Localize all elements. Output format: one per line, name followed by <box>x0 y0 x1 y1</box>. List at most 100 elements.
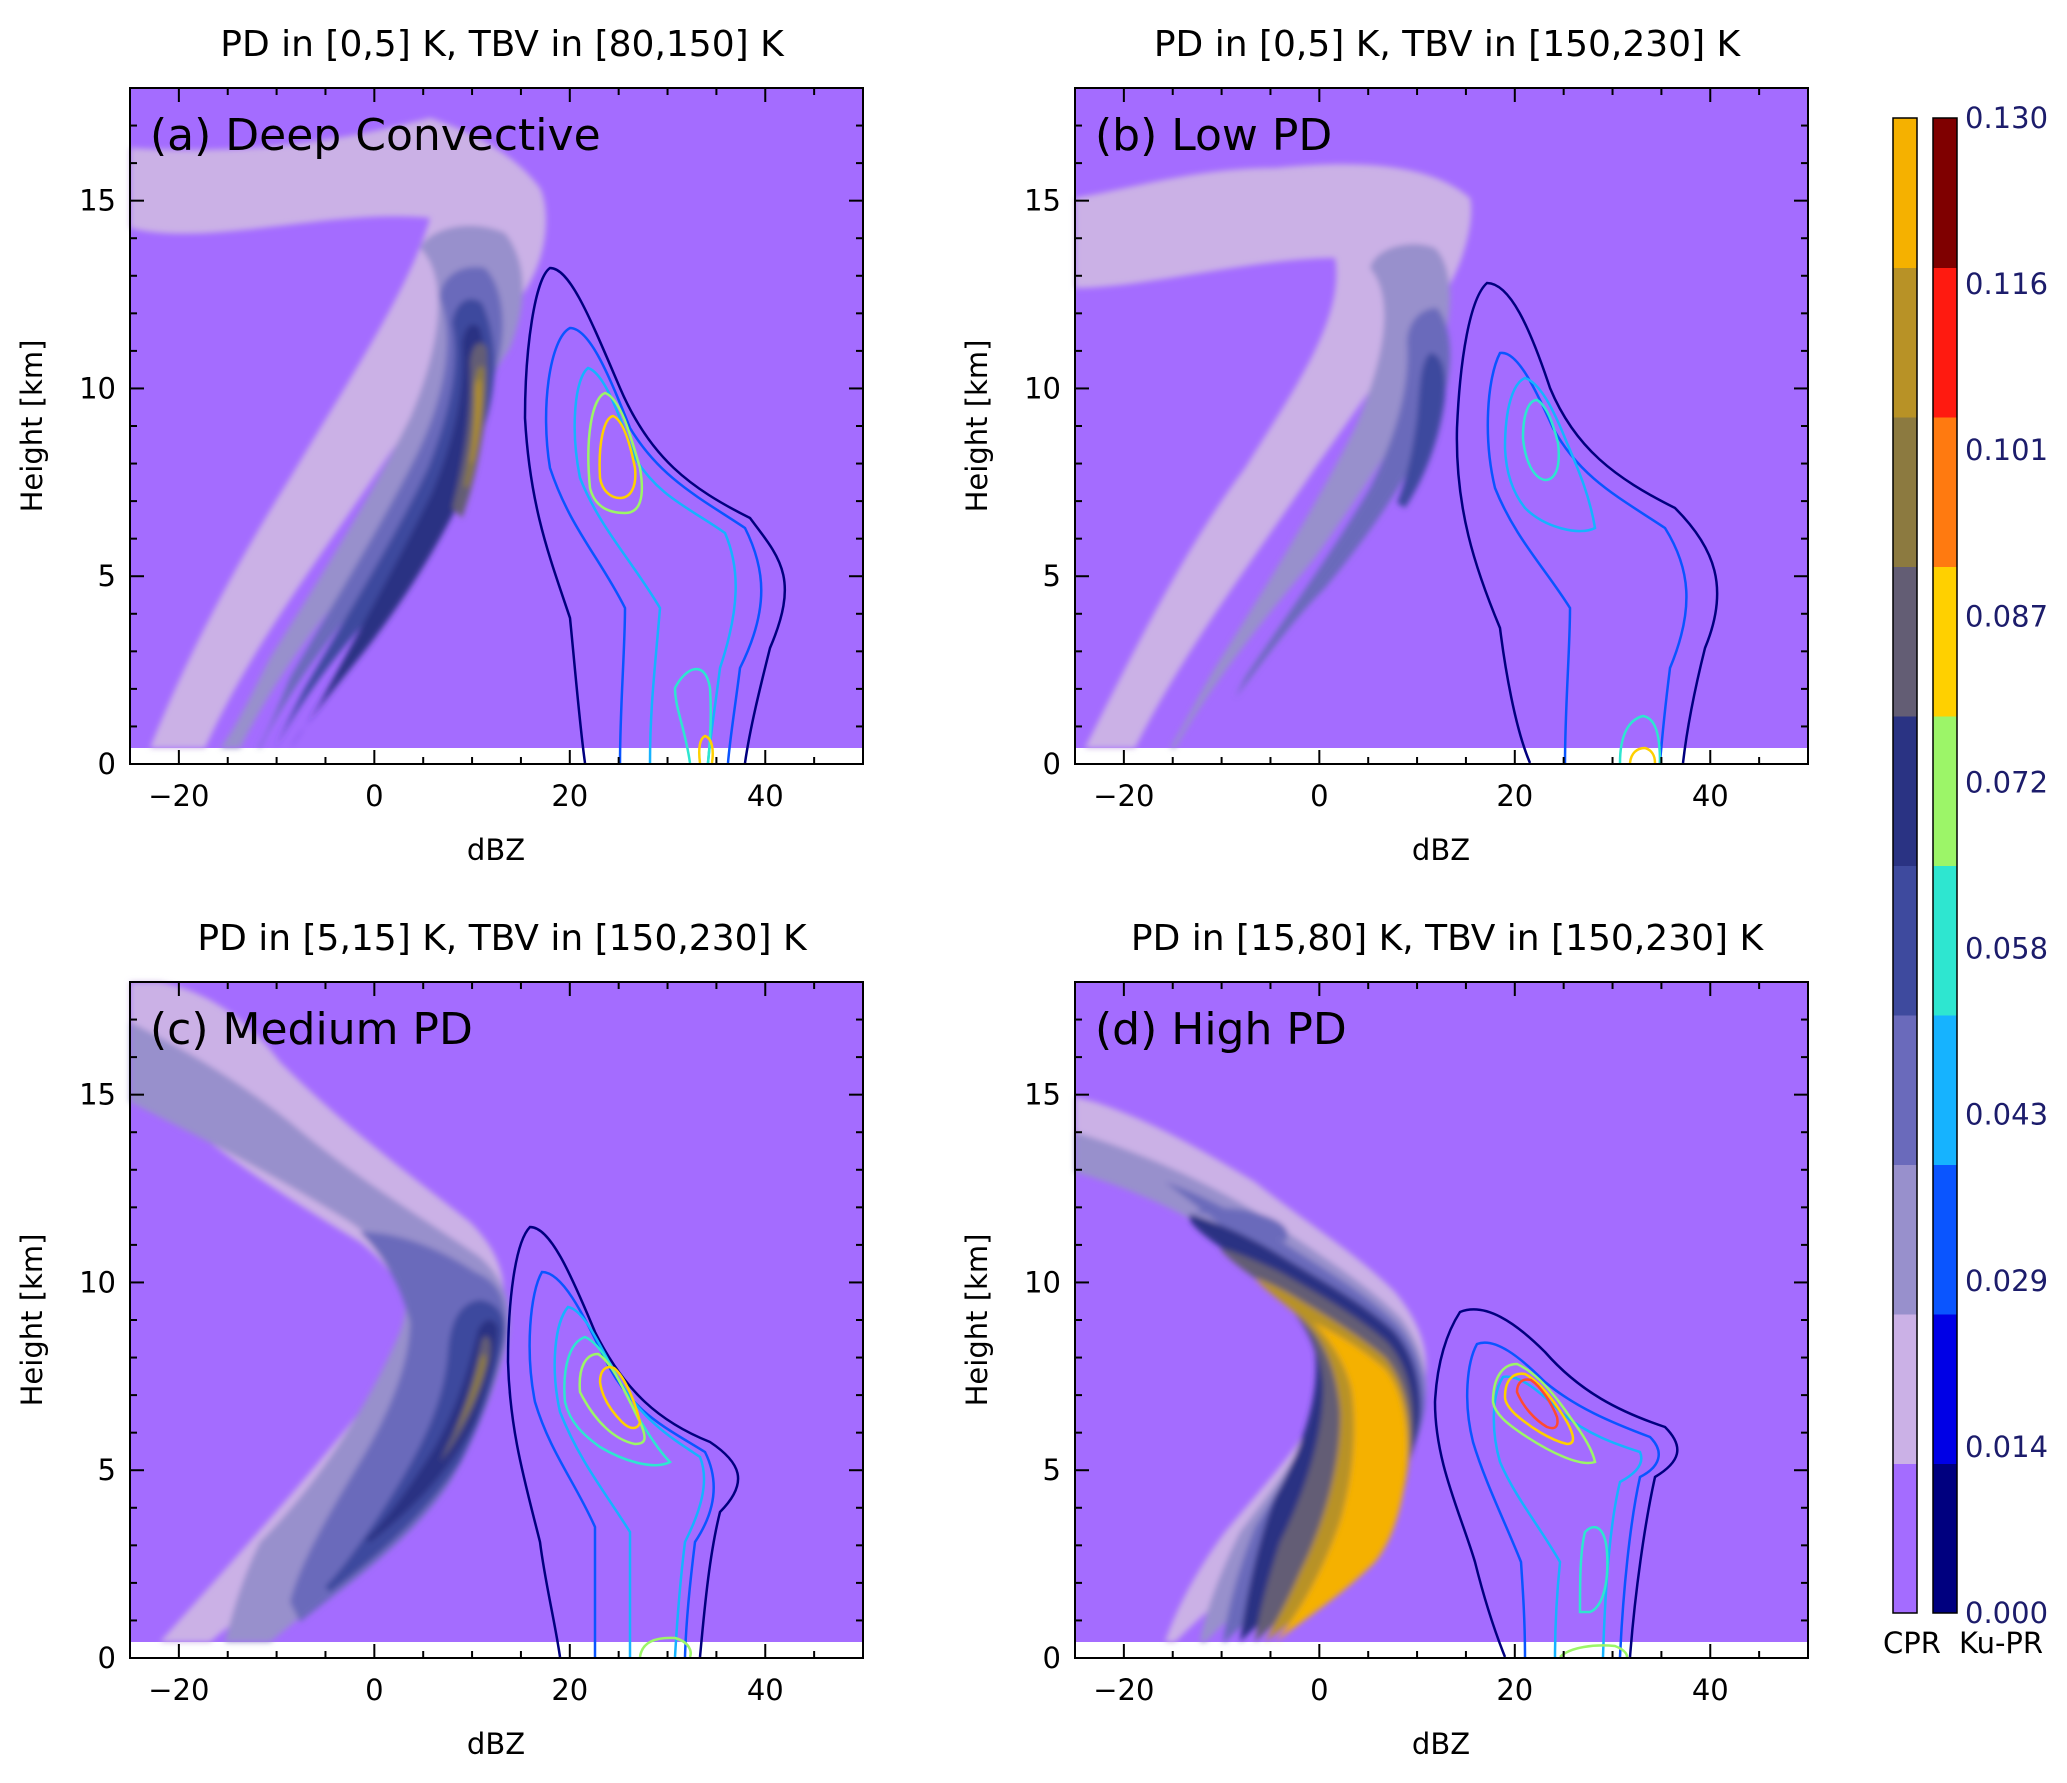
kupr-level-6 <box>1503 1372 1575 1446</box>
cpr-level-8 <box>470 379 481 463</box>
x-tick-label: −20 <box>148 1673 209 1707</box>
panel-a-xlabel: dBZ <box>467 833 525 867</box>
panel-b-cpr-contours <box>1075 164 1472 748</box>
panel-c-title: PD in [5,15] K, TBV in [150,230] K <box>197 918 808 959</box>
y-tick-label: 10 <box>1024 1265 1061 1299</box>
colorbar-kupr-swatch <box>1933 1314 1957 1464</box>
cpr-level-5 <box>290 324 487 748</box>
colorbar-kupr-swatch <box>1933 865 1957 1016</box>
x-tick-label: 40 <box>1692 1673 1729 1707</box>
cpr-level-6 <box>440 1336 491 1462</box>
kupr-level-6 <box>598 1365 642 1430</box>
panel-b-surface-gap <box>1075 748 1808 764</box>
y-tick-label: 15 <box>79 1078 116 1112</box>
kupr-level-6 <box>1628 746 1657 764</box>
panel-c-xticks: −20 0 20 40 <box>129 982 864 1707</box>
panel-b: PD in [0,5] K, TBV in [150,230] K −20 0 20… <box>960 24 1809 867</box>
colorbar-ticks: 0.000 0.014 0.029 0.043 0.058 0.072 0.087 0.101… <box>1965 101 2048 1630</box>
colorbar: 0.000 0.014 0.029 0.043 0.058 0.072 0.087 0.101… <box>1883 101 2048 1660</box>
colorbar-cpr-swatch <box>1893 1164 1917 1315</box>
kupr-level-2 <box>528 1270 715 1658</box>
panel-c-yticks: 0 5 10 15 <box>79 981 863 1675</box>
panel-c-cpr-contours <box>130 982 510 1642</box>
colorbar-kupr-swatch <box>1933 1164 1957 1315</box>
colorbar-tick-label: 0.014 <box>1965 1430 2048 1464</box>
colorbar-cpr-swatch <box>1893 1015 1917 1165</box>
y-tick-label: 5 <box>1043 559 1061 593</box>
kupr-level-1 <box>523 266 786 764</box>
y-tick-label: 5 <box>1043 1453 1061 1487</box>
colorbar-kupr-frame <box>1932 117 1958 1614</box>
panel-a-surface-gap <box>130 748 863 764</box>
panel-a-label: (a) Deep Convective <box>150 110 601 161</box>
cpr-level-1 <box>1075 164 1472 748</box>
panel-d-title: PD in [15,80] K, TBV in [150,230] K <box>1131 918 1765 959</box>
panel-a-cpr-contours <box>130 118 546 748</box>
panel-d-kupr-contours <box>1433 1308 1679 1658</box>
colorbar-kupr <box>1933 118 1957 1614</box>
colorbar-cpr-label: CPR <box>1883 1626 1941 1660</box>
colorbar-kupr-swatch <box>1933 566 1957 717</box>
x-tick-label: 0 <box>365 1673 383 1707</box>
colorbar-cpr-swatch <box>1893 566 1917 717</box>
panel-c-surface-gap <box>130 1642 863 1658</box>
y-tick-label: 5 <box>98 559 116 593</box>
x-tick-label: 40 <box>1692 779 1729 813</box>
colorbar-cpr-swatch <box>1893 1314 1917 1464</box>
cpr-level-3 <box>1165 1182 1426 1642</box>
kupr-level-7 <box>638 1636 692 1658</box>
colorbar-kupr-swatch <box>1933 267 1957 418</box>
panel-a-title: PD in [0,5] K, TBV in [80,150] K <box>220 24 785 65</box>
colorbar-tick-label: 0.101 <box>1965 433 2048 467</box>
kupr-level-5 <box>1491 1362 1597 1465</box>
colorbar-tick-label: 0.087 <box>1965 599 2048 633</box>
kupr-level-2 <box>1466 1341 1660 1658</box>
colorbar-cpr <box>1893 118 1917 1614</box>
y-tick-label: 10 <box>79 371 116 405</box>
kupr-level-6 <box>598 414 637 500</box>
panel-a-kupr-contours <box>523 266 786 764</box>
kupr-level-4 <box>1521 398 1560 482</box>
colorbar-kupr-swatch <box>1933 716 1957 866</box>
y-tick-label: 10 <box>79 1265 116 1299</box>
x-tick-label: 40 <box>747 779 784 813</box>
y-tick-label: 0 <box>1043 747 1061 781</box>
kupr-level-1 <box>506 1225 740 1658</box>
kupr-level-7 <box>697 734 714 764</box>
colorbar-tick-label: 0.116 <box>1965 267 2048 301</box>
colorbar-tick-label: 0.043 <box>1965 1098 2048 1132</box>
panel-b-title: PD in [0,5] K, TBV in [150,230] K <box>1154 24 1742 65</box>
x-tick-label: 20 <box>551 779 588 813</box>
x-tick-label: 0 <box>1310 779 1328 813</box>
colorbar-kupr-swatch <box>1933 118 1957 268</box>
panel-b-ylabel: Height [km] <box>960 340 994 513</box>
panel-d-yticks: 0 5 10 15 <box>1024 981 1808 1675</box>
panel-a-ylabel: Height [km] <box>15 340 49 513</box>
x-tick-label: 0 <box>365 779 383 813</box>
cpr-level-7 <box>452 1354 486 1437</box>
kupr-level-5 <box>1618 714 1662 764</box>
colorbar-kupr-swatch <box>1933 1015 1957 1165</box>
panel-a-yticks: 0 5 10 15 <box>79 87 863 781</box>
colorbar-tick-label: 0.072 <box>1965 765 2048 799</box>
kupr-level-5 <box>587 391 644 515</box>
kupr-level-3 <box>1503 376 1597 533</box>
y-tick-label: 15 <box>1024 184 1061 218</box>
kupr-level-1 <box>1433 1308 1679 1658</box>
cpr-level-4 <box>1397 353 1446 508</box>
y-tick-label: 15 <box>79 184 116 218</box>
kupr-level-2 <box>1486 351 1688 764</box>
cpr-level-3b <box>1195 1207 1288 1242</box>
kupr-level-3 <box>553 1305 706 1658</box>
colorbar-kupr-swatch <box>1933 417 1957 567</box>
kupr-level-3 <box>1492 1375 1643 1658</box>
kupr-level-4 <box>1578 1526 1609 1614</box>
panel-b-yticks: 0 5 10 15 <box>1024 87 1808 781</box>
panel-b-kupr-contours <box>1455 281 1719 764</box>
panel-c: PD in [5,15] K, TBV in [150,230] K −20 0 2… <box>15 918 864 1761</box>
colorbar-tick-label: 0.029 <box>1965 1264 2048 1298</box>
y-tick-label: 0 <box>1043 1641 1061 1675</box>
cpr-level-4 <box>1189 1214 1421 1642</box>
panel-c-xlabel: dBZ <box>467 1727 525 1761</box>
panel-a-xticks: −20 0 20 40 <box>129 88 864 813</box>
